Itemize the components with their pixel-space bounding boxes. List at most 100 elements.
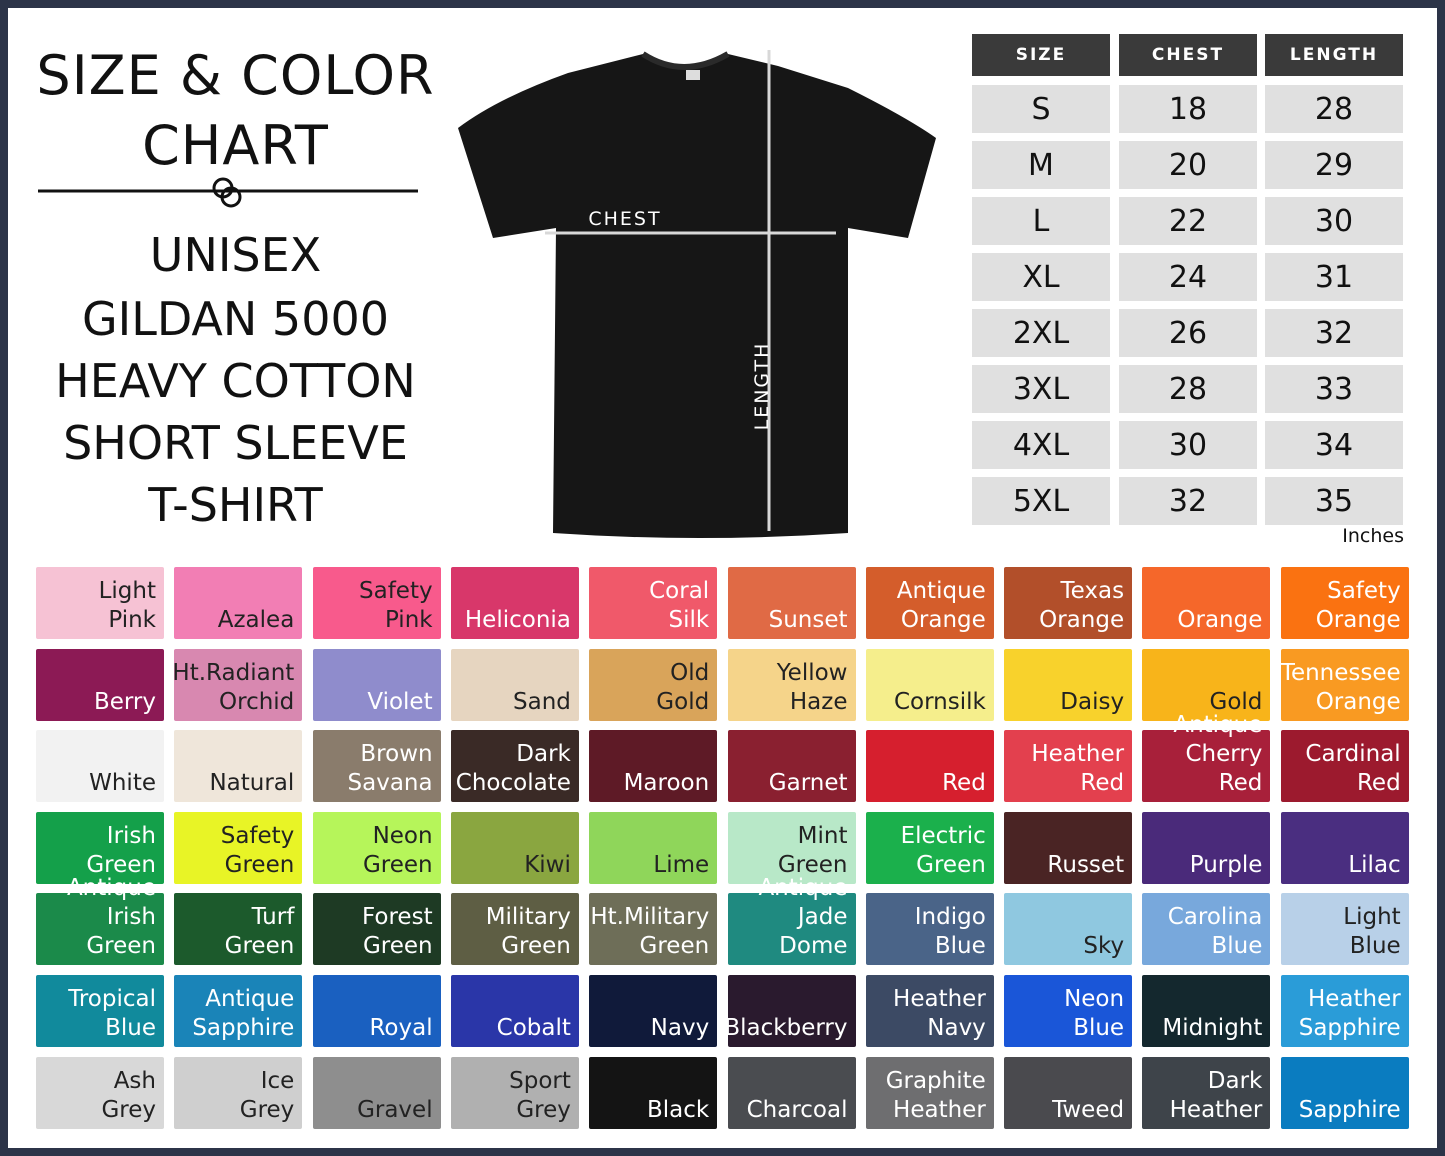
color-swatch: Sunset (727, 567, 856, 639)
swatch-name: Old Gold (656, 659, 710, 715)
swatch-name: Black (646, 1096, 710, 1123)
color-swatch: Safety Pink (312, 567, 441, 639)
color-swatch: Violet (312, 648, 441, 721)
swatch-name: Mint Green (777, 822, 848, 878)
swatch-name: Antique Jade Dome (758, 875, 848, 960)
color-swatch: Sky (1004, 893, 1133, 966)
table-header: LENGTH (1265, 34, 1403, 76)
table-cell: M (972, 141, 1110, 189)
table-cell: 22 (1119, 197, 1257, 245)
color-swatch: Daisy (1004, 648, 1133, 721)
table-cell: 4XL (972, 421, 1110, 469)
swatch-name: Tennessee Orange (1280, 659, 1401, 715)
subtitle-line: UNISEX (149, 228, 322, 282)
swatch-name: Violet (367, 688, 433, 715)
color-swatch: Mint Green (727, 811, 856, 884)
swatch-name: Lilac (1348, 851, 1401, 878)
swatch-name: Antique Orange (896, 578, 986, 633)
color-swatch: Carolina Blue (1142, 893, 1271, 966)
swatch-name: Heather Sapphire (1298, 986, 1401, 1041)
table-cell: 35 (1265, 477, 1403, 525)
color-swatch: Purple (1142, 811, 1271, 884)
swatch-name: Purple (1189, 851, 1263, 878)
swatch-name: Safety Orange (1315, 578, 1401, 633)
color-swatch: Indigo Blue (865, 893, 994, 966)
color-swatch: Antique Orange (865, 567, 994, 639)
color-swatch: Turf Green (174, 893, 303, 966)
color-swatch: Blackberry (724, 975, 856, 1047)
table-cell: 20 (1119, 141, 1257, 189)
swatch-name: Indigo Blue (914, 904, 986, 960)
swatch-name: Texas Orange (1039, 578, 1125, 633)
swatch-name: Midnight (1162, 1015, 1263, 1041)
swatch-name: White (89, 770, 156, 797)
length-label: LENGTH (751, 342, 773, 431)
color-swatch: Tennessee Orange (1280, 648, 1409, 721)
table-cell: 32 (1265, 309, 1403, 357)
swatch-name: Maroon (623, 770, 710, 797)
color-swatch: Texas Orange (1004, 567, 1133, 639)
swatch-name: Gold (1209, 688, 1263, 715)
color-swatch: Ice Grey (174, 1056, 303, 1129)
table-cell: XL (972, 253, 1110, 301)
color-swatch: Tropical Blue (36, 975, 164, 1047)
swatch-name: Military Green (485, 904, 571, 960)
swatch-name: Tropical Blue (68, 986, 156, 1041)
color-swatch: Heather Red (1004, 730, 1133, 803)
color-swatch: Midnight (1142, 975, 1271, 1047)
color-swatch: Heliconia (450, 567, 579, 639)
table-cell: S (972, 85, 1110, 133)
swatch-name: Sunset (768, 607, 848, 633)
swatch-name: Blackberry (724, 1015, 848, 1041)
swatch-name: Navy (650, 1015, 710, 1041)
swatch-name: Ice Grey (239, 1067, 295, 1123)
swatch-name: Forest Green (362, 904, 433, 960)
swatch-name: Electric Green (900, 822, 986, 878)
swatch-name: Dark Heather (1169, 1067, 1263, 1123)
color-swatch: Antique Jade Dome (727, 875, 856, 966)
color-swatch: Ht.Radiant Orchid (172, 648, 303, 721)
color-swatch: Brown Savana (312, 730, 441, 803)
swatch-name: Azalea (217, 607, 295, 633)
table-cell: 31 (1265, 253, 1403, 301)
color-swatch: Antique Sapphire (174, 975, 303, 1047)
color-swatch: Graphite Heather (865, 1056, 994, 1129)
color-swatch: Old Gold (589, 648, 718, 721)
color-swatch: Safety Orange (1280, 567, 1409, 639)
table-cell: 24 (1119, 253, 1257, 301)
color-swatch: Heather Navy (865, 975, 994, 1047)
swatch-name: Cobalt (496, 1015, 571, 1041)
table-cell: 32 (1119, 477, 1257, 525)
color-swatch: Black (589, 1056, 718, 1129)
color-swatch: Electric Green (865, 811, 994, 884)
swatch-name: Light Pink (98, 578, 156, 633)
swatch-name: Heather Red (1031, 741, 1125, 797)
swatch-name: Garnet (768, 770, 848, 797)
color-swatch: Forest Green (312, 893, 441, 966)
table-header: CHEST (1119, 34, 1257, 76)
table-cell: L (972, 197, 1110, 245)
table-cell: 30 (1119, 421, 1257, 469)
color-swatch: Russet (1004, 811, 1133, 884)
table-cell: 3XL (972, 365, 1110, 413)
color-swatch: Azalea (174, 567, 303, 639)
color-swatch: Maroon (589, 730, 718, 803)
swatch-name: Neon Blue (1064, 986, 1125, 1041)
swatch-name: Sand (513, 688, 571, 715)
swatch-name: Safety Green (220, 822, 295, 878)
swatch-name: Graphite Heather (885, 1067, 986, 1123)
color-swatch: Heather Sapphire (1280, 975, 1409, 1047)
color-swatch: Antique Cherry Red (1142, 712, 1271, 803)
color-swatch: Garnet (727, 730, 856, 803)
swatch-name: Brown Savana (347, 741, 433, 797)
swatch-name: Sport Grey (509, 1067, 571, 1123)
table-cell: 30 (1265, 197, 1403, 245)
color-swatch: Cardinal Red (1280, 730, 1409, 803)
color-swatch: Red (865, 730, 994, 803)
swatch-name: Cornsilk (893, 688, 986, 715)
swatch-name: Antique Cherry Red (1173, 712, 1263, 797)
color-swatch: Navy (589, 975, 718, 1047)
swatch-name: Kiwi (524, 851, 571, 878)
color-swatch: Kiwi (450, 811, 579, 884)
